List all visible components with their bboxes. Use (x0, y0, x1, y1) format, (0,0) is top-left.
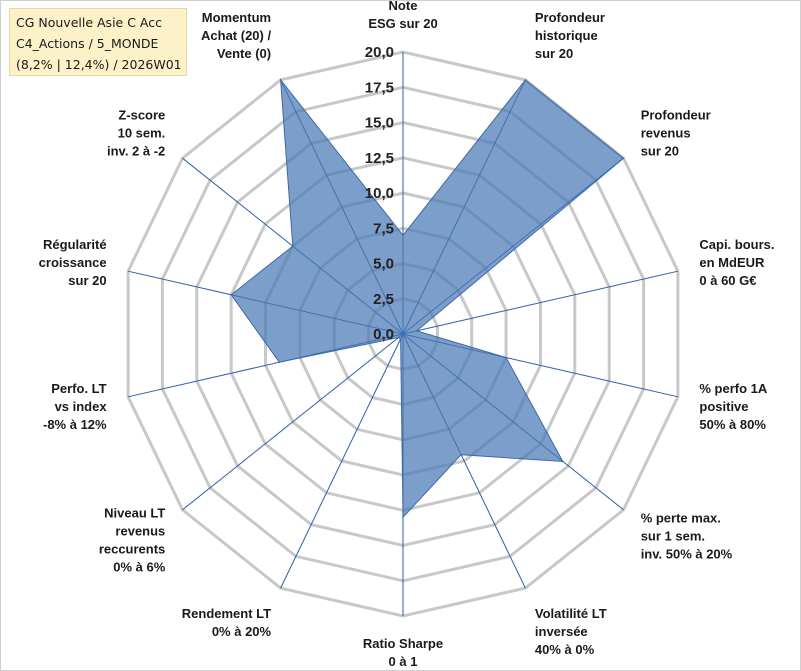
data-point-9 (397, 336, 400, 339)
data-point-7 (402, 516, 404, 519)
category-label-line: vs index (55, 399, 108, 414)
tick-label: 0,0 (373, 326, 394, 343)
category-label-line: 0 à 60 G€ (699, 273, 756, 288)
category-label-7: Ratio Sharpe 0 à 1 (363, 636, 443, 669)
series-area-0 (230, 78, 625, 519)
tick-label: 2,5 (373, 291, 394, 308)
spoke-9 (182, 333, 404, 511)
tick-label: 7,5 (373, 220, 394, 237)
tick-label: 10,0 (365, 185, 394, 202)
category-label-2: Profondeur revenus sur 20 (641, 108, 711, 159)
data-point-0 (402, 234, 404, 237)
data-point-11 (230, 294, 232, 296)
category-label-10: Perfo. LT vs index -8% à 12% (43, 381, 107, 432)
category-label-0: Note ESG sur 20 (368, 0, 437, 31)
spoke-3 (402, 270, 679, 335)
category-label-line: sur 20 (641, 144, 679, 159)
category-label-line: % perte max. (641, 510, 721, 525)
data-point-2 (622, 157, 625, 159)
spoke-8 (280, 333, 404, 589)
category-label-line: ESG sur 20 (368, 16, 437, 31)
data-point-8 (399, 338, 402, 340)
category-label-11: Régularité croissance sur 20 (39, 237, 107, 288)
data-point-4 (505, 356, 507, 359)
data-point-13 (279, 79, 282, 81)
category-label-13: Momentum Achat (20) / Vente (0) (201, 10, 271, 61)
category-label-line: inversée (535, 624, 588, 639)
title-period: (8,2% | 12,4%) / 2026W01 (16, 57, 182, 72)
category-label-line: Momentum (202, 10, 271, 25)
category-label-line: sur 1 sem. (641, 528, 705, 543)
category-label-6: Volatilité LT inversée 40% à 0% (535, 606, 607, 657)
tick-label: 17,5 (365, 79, 394, 96)
category-label-line: inv. 2 à -2 (107, 144, 165, 159)
category-label-line: sur 20 (68, 273, 106, 288)
category-label-line: Rendement LT (182, 606, 271, 621)
data-point-10 (278, 361, 281, 364)
category-label-line: Perfo. LT (51, 381, 106, 396)
category-labels: Note ESG sur 20 Profondeur historique sur 20… (39, 0, 775, 669)
data-point-5 (562, 460, 564, 463)
category-label-line: Vente (0) (217, 46, 271, 61)
category-label-line: Note (389, 0, 418, 13)
tick-label: 12,5 (365, 150, 394, 167)
tick-label: 20,0 (365, 44, 394, 61)
tick-label: 15,0 (365, 115, 394, 132)
category-label-line: -8% à 12% (43, 417, 107, 432)
category-label-line: croissance (39, 255, 107, 270)
category-label-line: 0% à 20% (212, 624, 272, 639)
category-label-line: revenus (641, 126, 691, 141)
category-label-line: Régularité (43, 237, 107, 252)
category-label-12: Z-score 10 sem. inv. 2 à -2 (107, 108, 165, 159)
category-label-1: Profondeur historique sur 20 (535, 10, 605, 61)
category-label-line: 50% à 80% (699, 417, 766, 432)
category-label-line: Ratio Sharpe (363, 636, 443, 651)
data-point-6 (460, 453, 462, 456)
category-label-3: Capi. bours. en MdEUR 0 à 60 G€ (699, 237, 774, 288)
category-label-line: en MdEUR (699, 255, 765, 270)
radar-series (230, 78, 625, 519)
category-label-line: Z-score (118, 108, 165, 123)
category-label-line: positive (699, 399, 748, 414)
category-label-line: 0% à 6% (113, 559, 165, 574)
category-label-line: reccurents (99, 541, 165, 556)
category-label-8: Rendement LT 0% à 20% (182, 606, 272, 639)
chart-title-box: CG Nouvelle Asie C Acc C4_Actions / 5_MO… (9, 8, 187, 76)
category-label-line: historique (535, 28, 598, 43)
tick-label: 5,0 (373, 256, 394, 273)
radial-tick-labels: 0,0 2,5 5,0 7,5 10,0 12,5 15,0 17,5 20,0 (365, 44, 394, 343)
category-label-line: Capi. bours. (699, 237, 774, 252)
category-label-line: Volatilité LT (535, 606, 607, 621)
category-label-line: 0 à 1 (389, 654, 418, 669)
category-label-line: Profondeur (641, 108, 711, 123)
category-label-line: Niveau LT (104, 505, 165, 520)
category-label-line: Achat (20) / (201, 28, 271, 43)
category-label-line: Profondeur (535, 10, 605, 25)
data-point-3 (415, 330, 418, 332)
category-label-9: Niveau LT revenus reccurents 0% à 6% (99, 505, 166, 574)
data-point-1 (524, 79, 527, 81)
category-label-line: 40% à 0% (535, 642, 595, 657)
category-label-5: % perte max. sur 1 sem. inv. 50% à 20% (641, 510, 733, 561)
category-label-line: sur 20 (535, 46, 573, 61)
category-label-line: % perfo 1A (699, 381, 768, 396)
category-label-4: % perfo 1A positive 50% à 80% (699, 381, 768, 432)
category-label-line: inv. 50% à 20% (641, 546, 733, 561)
category-label-line: 10 sem. (118, 126, 166, 141)
title-fund-name: CG Nouvelle Asie C Acc (16, 15, 162, 30)
data-point-12 (292, 245, 294, 247)
title-category: C4_Actions / 5_MONDE (16, 36, 159, 51)
category-label-line: revenus (115, 523, 165, 538)
